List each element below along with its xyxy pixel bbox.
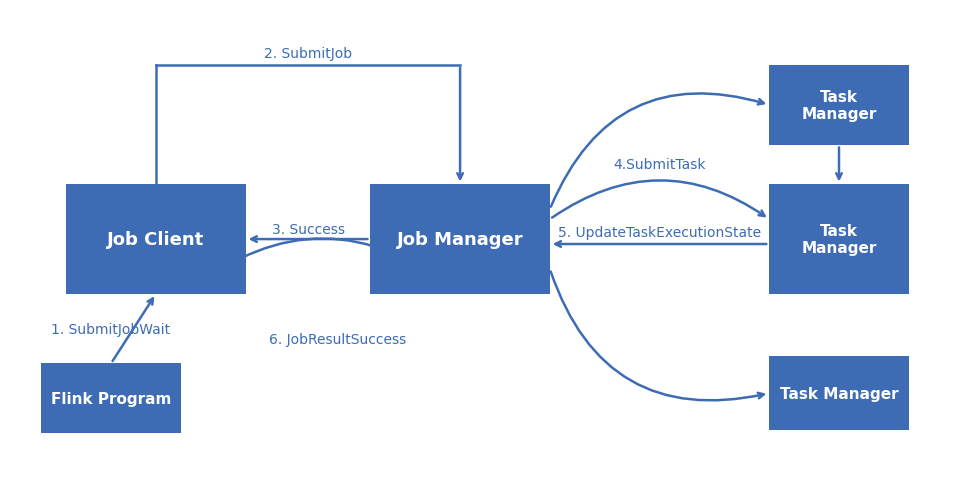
Text: Job Client: Job Client <box>107 230 205 248</box>
Text: 3. Success: 3. Success <box>271 222 344 236</box>
Text: Task
Manager: Task Manager <box>801 90 877 122</box>
Text: 4.SubmitTask: 4.SubmitTask <box>613 158 706 172</box>
FancyBboxPatch shape <box>41 364 181 433</box>
Text: Job Manager: Job Manager <box>397 230 524 248</box>
Text: 2. SubmitJob: 2. SubmitJob <box>264 47 352 61</box>
FancyBboxPatch shape <box>769 185 909 294</box>
Text: Flink Program: Flink Program <box>51 391 172 406</box>
Text: 5. UpdateTaskExecutionState: 5. UpdateTaskExecutionState <box>558 225 761 239</box>
Text: Task Manager: Task Manager <box>780 386 898 401</box>
Text: Task
Manager: Task Manager <box>801 223 877 256</box>
Text: 6. JobResultSuccess: 6. JobResultSuccess <box>269 332 407 346</box>
FancyBboxPatch shape <box>769 356 909 431</box>
FancyBboxPatch shape <box>66 185 246 294</box>
Text: 1. SubmitJobWait: 1. SubmitJobWait <box>52 322 171 336</box>
FancyBboxPatch shape <box>370 185 550 294</box>
FancyBboxPatch shape <box>769 66 909 145</box>
